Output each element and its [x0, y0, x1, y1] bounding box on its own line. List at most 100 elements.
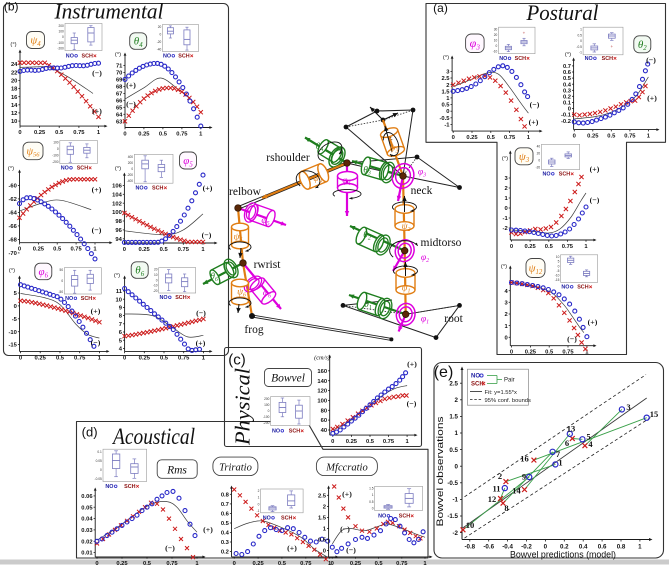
svg-text:Rms: Rms — [166, 465, 187, 477]
svg-text:4: 4 — [588, 439, 593, 449]
svg-text:0.3: 0.3 — [221, 540, 230, 546]
svg-text:3: 3 — [504, 300, 508, 306]
svg-text:(−): (−) — [590, 196, 600, 205]
svg-text:2: 2 — [446, 83, 449, 89]
svg-text:0: 0 — [331, 561, 334, 565]
svg-text:-60: -60 — [9, 184, 17, 190]
svg-text:100: 100 — [112, 210, 122, 216]
svg-text:160: 160 — [317, 369, 327, 375]
svg-text:NO: NO — [61, 166, 69, 172]
svg-text:NO: NO — [561, 285, 569, 291]
svg-text:1: 1 — [504, 324, 508, 330]
svg-text:63: 63 — [116, 119, 123, 125]
svg-text:71: 71 — [116, 64, 123, 70]
svg-text:20: 20 — [154, 268, 158, 272]
svg-text:(°): (°) — [115, 52, 121, 58]
svg-text:30: 30 — [494, 27, 498, 31]
svg-text:-66: -66 — [9, 224, 18, 230]
svg-text:-0.5: -0.5 — [447, 480, 458, 487]
svg-text:100: 100 — [58, 29, 64, 33]
svg-text:2: 2 — [455, 397, 459, 404]
svg-text:0: 0 — [568, 107, 571, 113]
svg-text:3: 3 — [446, 70, 450, 76]
svg-text:(−): (−) — [91, 338, 101, 347]
svg-text:0.01: 0.01 — [81, 551, 93, 557]
svg-text:11: 11 — [492, 484, 500, 494]
svg-text:0: 0 — [323, 549, 326, 555]
svg-text:22: 22 — [11, 70, 17, 76]
svg-text:98: 98 — [115, 219, 122, 225]
svg-text:0: 0 — [452, 135, 455, 141]
svg-text:Acoustical: Acoustical — [111, 424, 195, 449]
svg-text:(−): (−) — [407, 399, 417, 408]
svg-text:1: 1 — [558, 458, 562, 468]
svg-text:0.75: 0.75 — [166, 561, 178, 565]
svg-text:200: 200 — [264, 397, 270, 401]
svg-text:1: 1 — [199, 132, 203, 138]
svg-text:12: 12 — [488, 494, 497, 504]
svg-text:5: 5 — [14, 291, 18, 297]
svg-text:-10: -10 — [555, 274, 560, 278]
svg-text:-50: -50 — [58, 290, 63, 294]
svg-text:94: 94 — [115, 237, 122, 243]
svg-text:+: + — [523, 31, 526, 36]
svg-text:-68: -68 — [9, 238, 18, 244]
svg-text:2: 2 — [258, 489, 260, 493]
svg-text:-400: -400 — [127, 179, 134, 183]
svg-text:+: + — [610, 44, 613, 49]
svg-text:0.75: 0.75 — [176, 132, 188, 138]
svg-text:40: 40 — [537, 145, 541, 149]
svg-text:-10: -10 — [153, 284, 158, 288]
svg-text:0.75: 0.75 — [396, 561, 408, 565]
svg-text:1: 1 — [202, 355, 206, 361]
svg-text:0.8: 0.8 — [617, 544, 626, 551]
svg-text:1: 1 — [585, 350, 589, 356]
svg-text:SCH: SCH — [471, 382, 484, 388]
svg-text:θ4: θ4 — [134, 36, 143, 49]
svg-text:-200: -200 — [127, 173, 134, 177]
svg-text:(−): (−) — [202, 231, 212, 240]
svg-text:(°): (°) — [565, 52, 571, 58]
svg-text:102: 102 — [112, 201, 122, 207]
svg-text:0.5: 0.5 — [545, 350, 554, 356]
svg-text:1: 1 — [98, 355, 102, 361]
svg-text:0.25: 0.25 — [524, 244, 536, 250]
svg-text:0: 0 — [156, 278, 158, 282]
svg-text:0.5: 0.5 — [449, 447, 458, 454]
svg-text:0: 0 — [504, 206, 507, 212]
svg-text:0.75: 0.75 — [70, 247, 82, 253]
svg-text:-2: -2 — [452, 530, 458, 537]
svg-text:0.5: 0.5 — [369, 500, 374, 504]
svg-text:0.05: 0.05 — [81, 505, 93, 511]
svg-text:(+): (+) — [588, 318, 598, 327]
svg-text:Postural: Postural — [526, 0, 599, 25]
svg-text:-5: -5 — [12, 317, 18, 323]
svg-text:9: 9 — [119, 306, 123, 312]
svg-text:0: 0 — [18, 247, 21, 253]
svg-text:10: 10 — [116, 297, 122, 303]
svg-text:-20: -20 — [536, 166, 541, 170]
svg-text:6: 6 — [119, 330, 123, 336]
svg-text:0.8: 0.8 — [221, 492, 230, 498]
svg-text:Instrumental: Instrumental — [54, 0, 164, 24]
svg-text:10: 10 — [466, 520, 475, 530]
svg-text:(−): (−) — [530, 100, 540, 109]
svg-text:(+): (+) — [407, 360, 417, 369]
svg-text:1.5: 1.5 — [449, 414, 458, 421]
svg-text:(−): (−) — [196, 309, 206, 318]
svg-text:0.1: 0.1 — [97, 450, 102, 454]
svg-text:NO: NO — [499, 56, 507, 62]
svg-text:ψ5: ψ5 — [234, 233, 243, 244]
svg-text:(−): (−) — [126, 100, 136, 109]
svg-text:(e): (e) — [434, 364, 454, 381]
svg-text:0.75: 0.75 — [178, 355, 190, 361]
svg-text:-0.2: -0.2 — [521, 544, 532, 551]
svg-text:-1.5: -1.5 — [447, 513, 458, 520]
svg-text:-0.4: -0.4 — [502, 544, 513, 551]
svg-text:0: 0 — [62, 35, 64, 39]
svg-text:400: 400 — [128, 155, 134, 159]
svg-text:0.25: 0.25 — [116, 561, 128, 565]
svg-text:-10: -10 — [9, 330, 17, 336]
svg-text:0.5: 0.5 — [278, 561, 287, 565]
svg-text:0.3: 0.3 — [563, 88, 572, 94]
